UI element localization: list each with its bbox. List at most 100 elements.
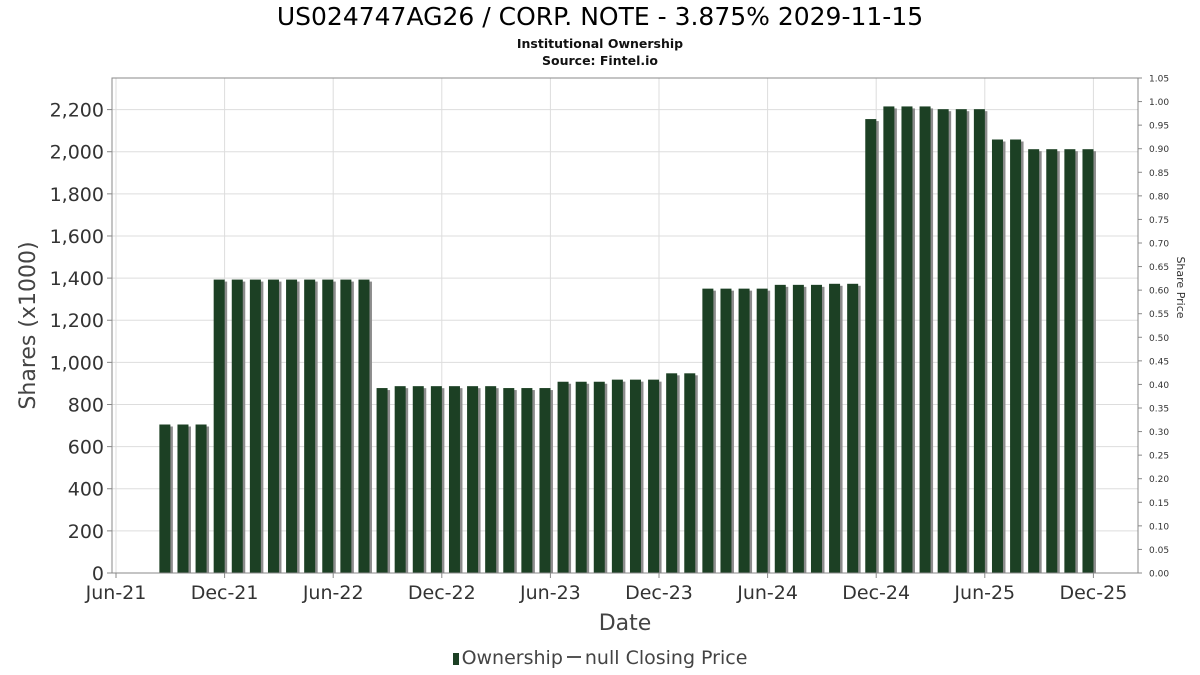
y2-tick-label: 0.10 <box>1149 522 1169 532</box>
y2-tick-label: 0.50 <box>1149 334 1169 344</box>
ownership-bar <box>467 386 479 573</box>
ownership-bar <box>865 119 877 574</box>
y2-tick-label: 1.00 <box>1149 98 1169 108</box>
ownership-bar <box>1082 149 1094 573</box>
ownership-bar <box>810 284 822 573</box>
ownership-legend-swatch <box>452 653 459 665</box>
ownership-bar <box>720 288 732 573</box>
ownership-bar <box>593 381 605 573</box>
x-tick-label: Dec-24 <box>842 582 910 604</box>
y2-tick-label: 0.00 <box>1149 570 1169 580</box>
ownership-bar <box>322 279 334 573</box>
y2-tick-label: 0.30 <box>1149 428 1169 438</box>
ownership-bar <box>702 288 714 573</box>
ownership-bar <box>249 279 261 573</box>
ownership-bar <box>485 386 497 573</box>
ownership-bar <box>648 379 660 573</box>
y2-tick-label: 0.75 <box>1149 216 1169 226</box>
y2-tick-label: 0.55 <box>1149 310 1169 320</box>
ownership-bar <box>557 381 569 573</box>
y-tick-label: 2,200 <box>50 100 104 122</box>
y2-tick-label: 0.35 <box>1149 405 1169 415</box>
x-tick-label: Jun-24 <box>736 582 798 604</box>
x-tick-label: Dec-21 <box>191 582 259 604</box>
y2-tick-label: 0.60 <box>1149 287 1169 297</box>
ownership-bar <box>448 386 460 573</box>
y-tick-label: 600 <box>68 437 104 459</box>
ownership-bar <box>792 284 804 573</box>
ownership-bar <box>774 284 786 573</box>
chart-subtitle: Institutional Ownership <box>516 36 684 51</box>
y-tick-label: 1,600 <box>50 226 104 248</box>
y2-tick-label: 0.45 <box>1149 357 1169 367</box>
ownership-bar <box>412 386 424 573</box>
ownership-bar <box>159 424 171 573</box>
y2-tick-label: 0.40 <box>1149 381 1169 391</box>
closing-price-legend-label: null Closing Price <box>584 647 748 669</box>
ownership-bar <box>267 279 279 573</box>
ownership-bar <box>575 381 587 573</box>
y-tick-label: 1,200 <box>50 310 104 332</box>
ownership-bar <box>611 379 623 573</box>
x-tick-label: Dec-25 <box>1059 582 1127 604</box>
ownership-bar <box>195 424 207 573</box>
chart-source: Source: Fintel.io <box>542 53 658 68</box>
chart-title: US024747AG26 / CORP. NOTE - 3.875% 2029-… <box>276 2 924 31</box>
ownership-bar <box>521 388 533 573</box>
ownership-bar <box>213 279 225 573</box>
y2-tick-label: 0.20 <box>1149 475 1169 485</box>
ownership-bar <box>539 388 551 573</box>
ownership-bar <box>901 106 913 574</box>
x-tick-label: Jun-23 <box>519 582 581 604</box>
x-tick-label: Jun-22 <box>302 582 364 604</box>
x-axis-title: Date <box>599 611 652 636</box>
y2-tick-label: 0.85 <box>1149 169 1169 179</box>
y-tick-label: 800 <box>68 394 104 416</box>
ownership-bar <box>394 386 406 573</box>
y2-tick-label: 0.90 <box>1149 145 1169 155</box>
ownership-bar <box>1064 149 1076 573</box>
ownership-bar <box>1046 149 1058 573</box>
ownership-legend-label: Ownership <box>461 647 563 669</box>
x-tick-label: Dec-23 <box>625 582 693 604</box>
y-tick-label: 400 <box>68 479 104 501</box>
y-axis-title: Shares (x1000) <box>16 241 41 409</box>
ownership-bar <box>231 279 243 573</box>
ownership-bar <box>955 109 967 573</box>
ownership-bar <box>847 283 859 573</box>
ownership-bar <box>286 279 298 573</box>
y-tick-label: 1,800 <box>50 184 104 206</box>
y2-tick-label: 0.15 <box>1149 499 1169 509</box>
y-tick-label: 1,000 <box>50 352 104 374</box>
y-tick-label: 200 <box>68 521 104 543</box>
ownership-bar <box>358 279 370 573</box>
ownership-bar <box>756 288 768 573</box>
ownership-bar <box>304 279 316 573</box>
y2-tick-label: 0.65 <box>1149 263 1169 273</box>
y2-axis-title: Share Price <box>1174 256 1187 318</box>
ownership-bar <box>684 373 696 573</box>
x-tick-label: Dec-22 <box>408 582 476 604</box>
ownership-bar <box>1010 139 1022 573</box>
ownership-bar <box>738 288 750 573</box>
y2-tick-label: 0.25 <box>1149 452 1169 462</box>
x-tick-label: Jun-25 <box>953 582 1015 604</box>
y2-tick-label: 1.05 <box>1149 75 1169 85</box>
y2-tick-label: 0.80 <box>1149 192 1169 202</box>
y-tick-label: 2,000 <box>50 142 104 164</box>
y2-tick-label: 0.95 <box>1149 122 1169 132</box>
y-tick-label: 1,400 <box>50 268 104 290</box>
chart-legend: Ownership null Closing Price <box>0 647 1200 669</box>
ownership-bar <box>340 279 352 573</box>
closing-price-legend-line <box>566 656 581 658</box>
ownership-bar <box>430 386 442 573</box>
x-tick-label: Jun-21 <box>85 582 147 604</box>
plot-frame <box>111 77 1139 574</box>
y2-tick-label: 0.05 <box>1149 546 1169 556</box>
ownership-bar <box>503 388 515 573</box>
ownership-bar <box>1028 149 1040 573</box>
ownership-bar <box>829 283 841 573</box>
ownership-bar <box>629 379 641 573</box>
ownership-bar <box>376 388 388 573</box>
